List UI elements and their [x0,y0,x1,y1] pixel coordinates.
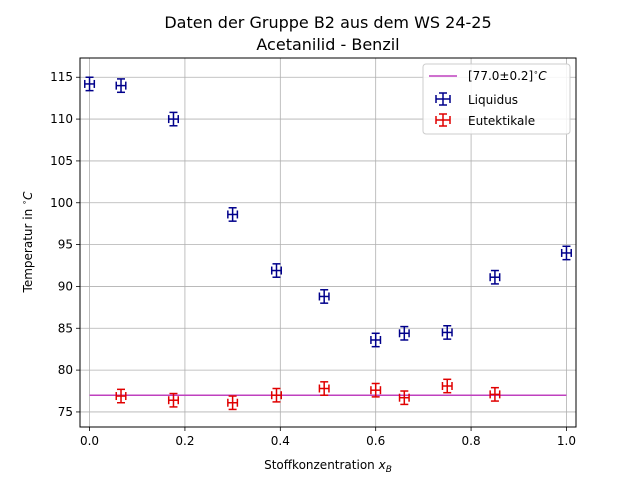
data-point-liquidus [84,76,96,92]
y-tick-label: 80 [58,363,73,377]
y-ticks: 75 80 85 90 95 100 105 110 115 [50,70,80,419]
data-point-liquidus [489,269,501,285]
data-point-eutektikale [227,395,239,411]
y-axis-label: Temperatur in ∘C [20,191,35,293]
x-axis-label: Stoffkonzentration xB [264,458,392,475]
x-tick-label: 0.4 [271,434,290,448]
chart-title: Daten der Gruppe B2 aus dem WS 24-25 [164,13,491,32]
data-point-eutektikale [167,392,179,408]
x-tick-label: 0.8 [462,434,481,448]
legend-frame [422,63,571,135]
legend-marker-eutektikale [435,113,451,127]
data-point-liquidus [227,207,239,222]
data-point-liquidus [167,111,179,127]
legend-label-liquidus: Liquidus [468,93,518,107]
data-point-eutektikale [441,378,453,394]
y-tick-label: 100 [50,196,73,210]
data-point-liquidus [270,263,283,278]
data-point-eutektikale [270,387,283,403]
chart-subtitle: Acetanilid - Benzil [256,35,399,54]
data-point-eutektikale [398,390,410,406]
y-tick-label: 75 [58,405,73,419]
data-point-liquidus [318,289,330,304]
legend-marker-liquidus [435,92,451,106]
data-point-eutektikale [318,381,330,396]
legend-swatch-eutektikale [435,113,451,127]
x-tick-label: 0.0 [80,434,99,448]
data-point-liquidus [115,78,127,94]
x-tick-label: 1.0 [557,434,576,448]
data-point-liquidus [398,325,410,341]
legend: [77.0±0.2]∘C Liquidus Eutektikale [422,63,571,135]
data-point-liquidus [441,325,453,340]
x-tick-label: 0.2 [175,434,194,448]
legend-label-eutektikale: Eutektikale [468,114,535,128]
y-tick-label: 90 [58,279,73,293]
plot-frame [79,57,577,428]
y-tick-label: 85 [58,321,73,335]
x-tick-label: 0.6 [366,434,385,448]
data-point-liquidus [560,245,572,261]
legend-label-hline: [77.0±0.2]∘C [468,68,547,83]
data-point-eutektikale [370,382,382,398]
legend-swatch-liquidus [435,92,451,106]
y-tick-label: 95 [58,238,73,252]
data-point-liquidus [370,332,382,348]
data-point-eutektikale [115,388,127,404]
y-tick-label: 115 [50,70,73,84]
data-point-eutektikale [489,386,501,402]
y-tick-label: 110 [50,112,73,126]
x-ticks: 0.0 0.2 0.4 0.6 0.8 1.0 [80,427,576,448]
series-layer [84,76,572,411]
y-tick-label: 105 [50,154,73,168]
